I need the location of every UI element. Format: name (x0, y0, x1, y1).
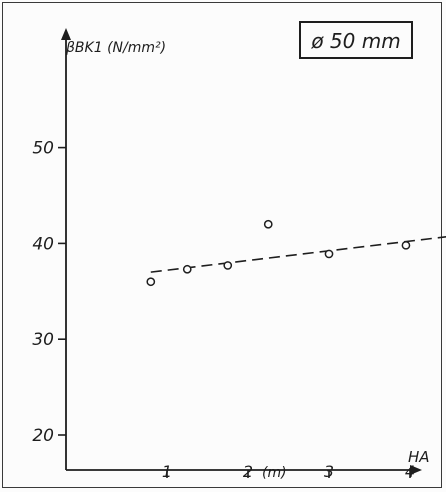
axes (61, 28, 422, 475)
trend-line-group (150, 235, 446, 273)
y-tick-label-40: 40 (32, 234, 54, 254)
x-tick-label-3: 3 (324, 462, 334, 481)
x-axis-unit: (m) (262, 465, 287, 481)
x-tick-label-2: 2 (243, 462, 253, 481)
x-tick-label-1: 1 (162, 462, 172, 481)
ticks: 20 30 40 50 1 2 3 4 (32, 139, 415, 481)
x-axis-arrow (410, 465, 422, 475)
annotation-box (299, 21, 413, 59)
y-tick-label-50: 50 (32, 139, 54, 159)
y-tick-label-30: 30 (32, 330, 54, 350)
y-axis-arrow (61, 28, 71, 40)
trend-line (150, 235, 446, 273)
data-point-6 (401, 240, 411, 250)
y-tick-label-20: 20 (32, 426, 54, 446)
data-point-3 (223, 261, 233, 270)
annotation-text: ø 50 mm (310, 29, 400, 53)
y-axis-label: βBK1 (N/mm²) (65, 40, 166, 56)
chart-frame (2, 2, 442, 488)
data-point-2 (182, 264, 192, 274)
data-point-4 (263, 219, 273, 229)
data-points (146, 219, 411, 287)
data-point-1 (146, 277, 156, 287)
data-point-5 (324, 249, 334, 259)
x-tick-label-4: 4 (405, 462, 415, 481)
x-axis-label: HA (408, 448, 430, 466)
